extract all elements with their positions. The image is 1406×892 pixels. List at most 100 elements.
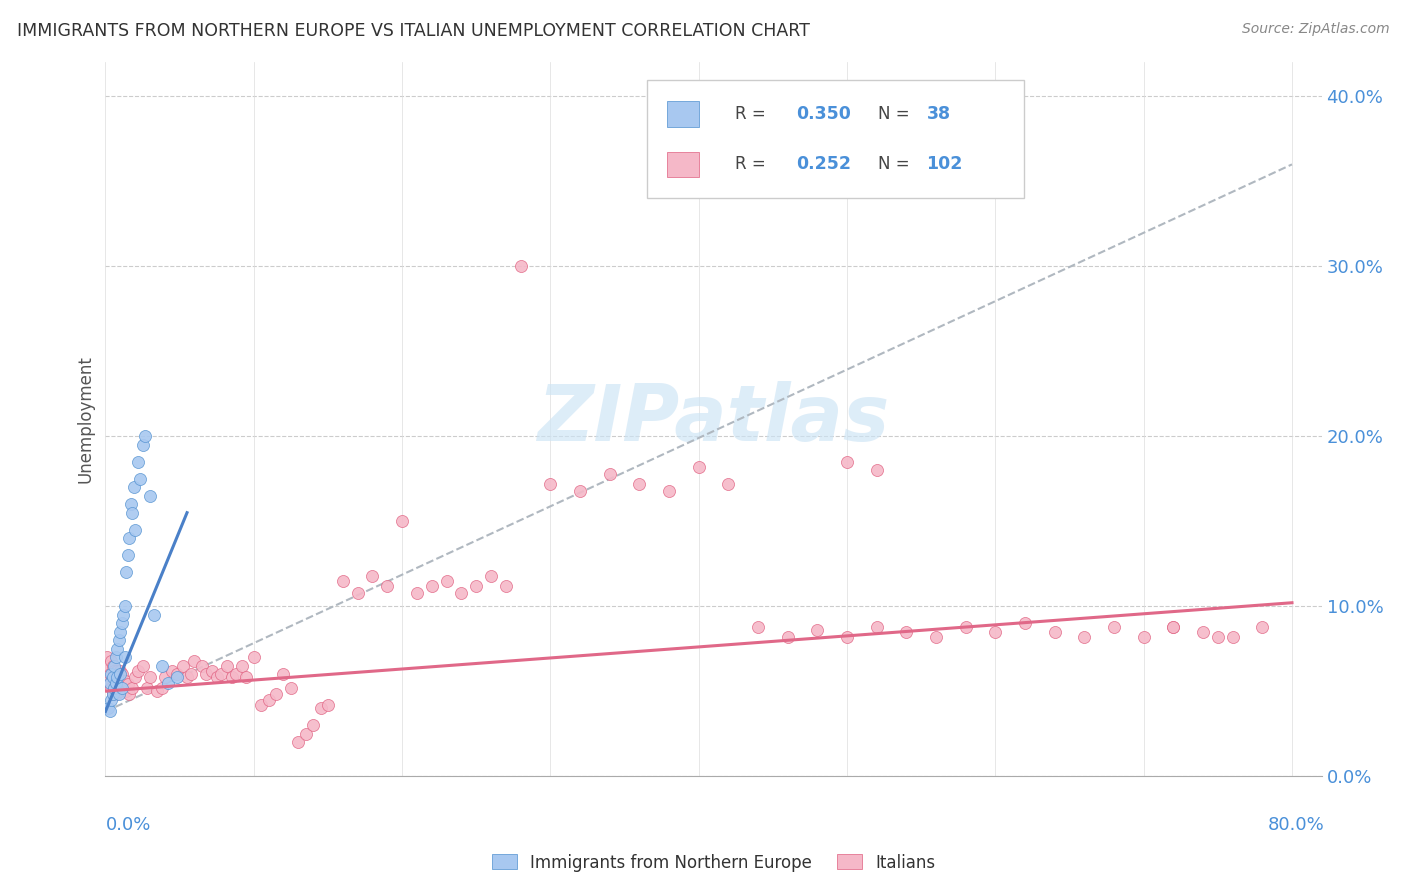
Point bbox=[569, 483, 592, 498]
Point bbox=[110, 684, 132, 698]
Point bbox=[100, 681, 122, 695]
Point bbox=[131, 438, 153, 452]
Point bbox=[346, 585, 368, 599]
Point bbox=[257, 692, 280, 706]
Point bbox=[806, 623, 828, 637]
Point bbox=[107, 633, 129, 648]
Point bbox=[509, 260, 531, 274]
Point bbox=[172, 658, 194, 673]
Point bbox=[105, 681, 128, 695]
Point bbox=[332, 574, 354, 588]
Point bbox=[273, 667, 295, 681]
Point bbox=[105, 641, 128, 656]
Point bbox=[1102, 619, 1125, 633]
Point bbox=[166, 671, 188, 685]
Point bbox=[114, 599, 136, 614]
Text: 0.0%: 0.0% bbox=[105, 816, 150, 834]
Point bbox=[1132, 630, 1154, 644]
Point bbox=[1192, 624, 1215, 639]
Point bbox=[302, 718, 325, 732]
Point bbox=[1163, 619, 1185, 633]
Point bbox=[1206, 630, 1229, 644]
Point bbox=[984, 624, 1007, 639]
Text: R =: R = bbox=[735, 155, 772, 173]
Text: Source: ZipAtlas.com: Source: ZipAtlas.com bbox=[1241, 22, 1389, 37]
Point bbox=[115, 684, 138, 698]
Point bbox=[122, 480, 145, 494]
Point bbox=[217, 658, 239, 673]
Point bbox=[121, 506, 143, 520]
Point bbox=[111, 616, 134, 631]
Bar bbox=[668, 152, 699, 178]
Point bbox=[1043, 624, 1066, 639]
Point bbox=[97, 658, 120, 673]
Point bbox=[180, 667, 202, 681]
Point bbox=[98, 675, 121, 690]
Point bbox=[128, 472, 150, 486]
Point bbox=[479, 568, 502, 582]
Point bbox=[599, 467, 621, 481]
Point bbox=[835, 630, 858, 644]
Point bbox=[406, 585, 429, 599]
Point bbox=[101, 671, 124, 685]
Y-axis label: Unemployment: Unemployment bbox=[76, 355, 94, 483]
Point bbox=[104, 671, 127, 685]
Point bbox=[124, 671, 146, 685]
Point bbox=[104, 675, 127, 690]
Point bbox=[391, 514, 413, 528]
Point bbox=[925, 630, 948, 644]
Point bbox=[114, 673, 136, 688]
Point bbox=[98, 675, 121, 690]
Text: 38: 38 bbox=[927, 105, 950, 123]
Point bbox=[225, 667, 247, 681]
Point bbox=[101, 688, 124, 702]
Point bbox=[628, 476, 651, 491]
Point bbox=[280, 681, 302, 695]
Point bbox=[110, 664, 132, 678]
Point bbox=[104, 650, 127, 665]
Point bbox=[136, 681, 159, 695]
Point bbox=[235, 671, 257, 685]
Point bbox=[107, 671, 129, 685]
Point bbox=[1222, 630, 1244, 644]
Point bbox=[100, 667, 122, 681]
Point bbox=[717, 476, 740, 491]
FancyBboxPatch shape bbox=[647, 80, 1024, 198]
Point bbox=[688, 459, 710, 474]
Point bbox=[101, 671, 124, 685]
Point bbox=[110, 667, 132, 681]
Point bbox=[658, 483, 681, 498]
Point bbox=[98, 667, 121, 681]
Point bbox=[127, 664, 149, 678]
Point bbox=[191, 658, 214, 673]
Point bbox=[264, 688, 287, 702]
Point bbox=[309, 701, 332, 715]
Point bbox=[201, 664, 224, 678]
Point bbox=[160, 664, 183, 678]
Point bbox=[112, 677, 135, 691]
Point bbox=[107, 688, 129, 702]
Point bbox=[166, 667, 188, 681]
Point bbox=[955, 619, 977, 633]
Point bbox=[100, 692, 122, 706]
Point bbox=[450, 585, 472, 599]
Point bbox=[111, 667, 134, 681]
Bar bbox=[668, 101, 699, 127]
Point bbox=[420, 579, 443, 593]
Point bbox=[176, 671, 198, 685]
Point bbox=[866, 463, 889, 477]
Point bbox=[110, 624, 132, 639]
Point bbox=[98, 705, 121, 719]
Point bbox=[97, 701, 120, 715]
Point bbox=[100, 653, 122, 667]
Text: 80.0%: 80.0% bbox=[1268, 816, 1324, 834]
Point bbox=[104, 688, 127, 702]
Point bbox=[118, 688, 141, 702]
Text: N =: N = bbox=[877, 105, 910, 123]
Point bbox=[495, 579, 517, 593]
Point bbox=[96, 650, 118, 665]
Point bbox=[294, 726, 316, 740]
Point bbox=[112, 607, 135, 622]
Text: 0.350: 0.350 bbox=[796, 105, 851, 123]
Point bbox=[183, 653, 205, 667]
